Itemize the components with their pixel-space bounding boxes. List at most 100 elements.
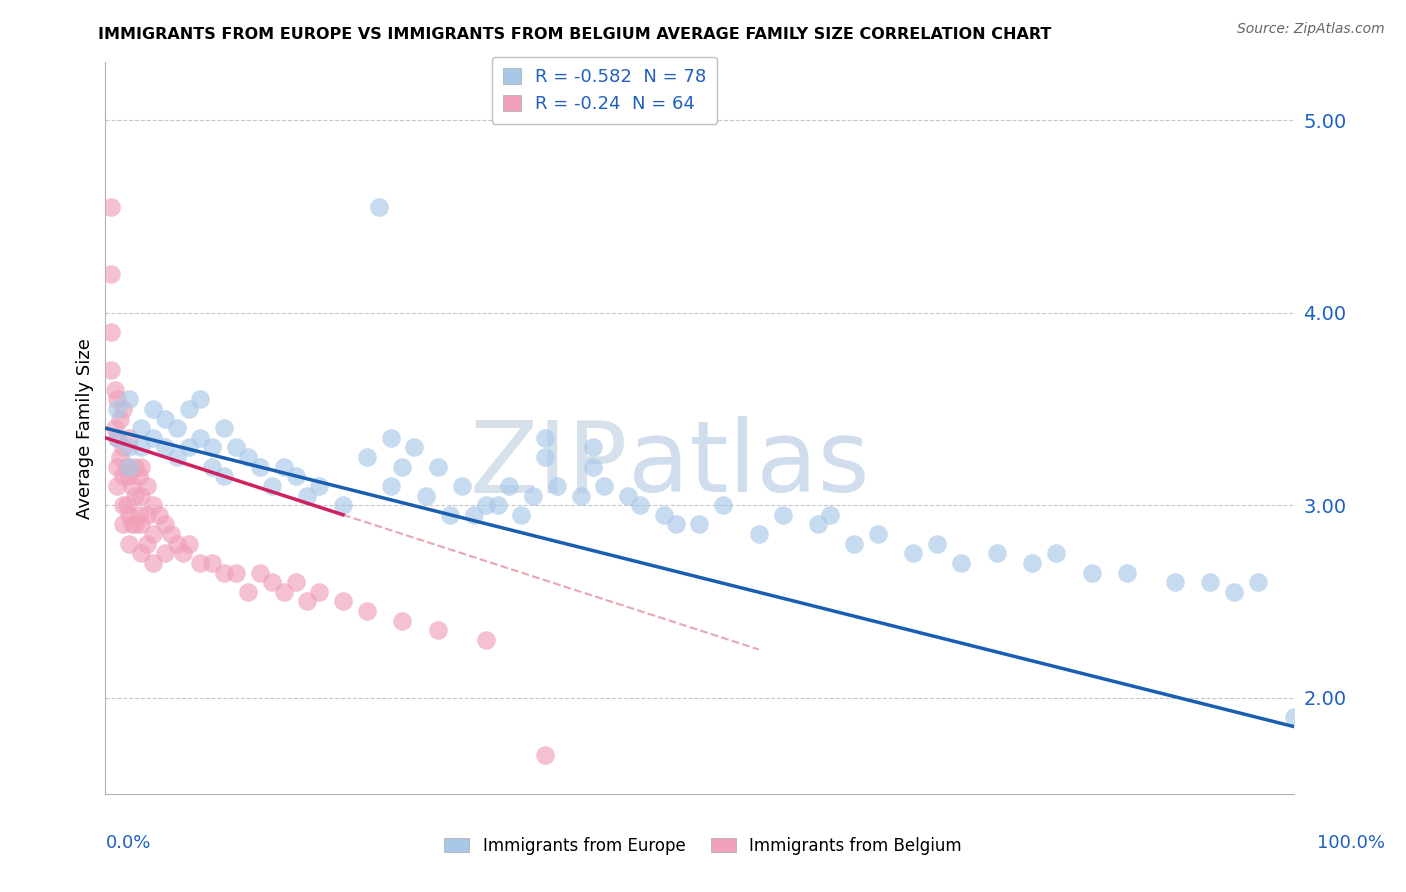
Point: [104, 421, 127, 435]
Point: [284, 575, 307, 590]
Point: [118, 536, 141, 550]
Point: [118, 469, 141, 483]
Point: [100, 363, 122, 377]
Point: [474, 632, 496, 647]
Point: [1199, 575, 1222, 590]
Point: [367, 200, 389, 214]
Point: [166, 536, 188, 550]
Point: [108, 411, 131, 425]
Point: [356, 450, 378, 464]
Point: [866, 527, 889, 541]
Point: [142, 401, 165, 416]
Point: [450, 479, 472, 493]
Point: [391, 459, 413, 474]
Point: [121, 517, 143, 532]
Point: [159, 527, 181, 541]
Point: [177, 441, 200, 455]
Point: [236, 584, 259, 599]
Point: [711, 498, 734, 512]
Point: [486, 498, 509, 512]
Point: [748, 527, 770, 541]
Point: [214, 469, 236, 483]
Point: [225, 566, 247, 580]
Point: [807, 517, 830, 532]
Point: [108, 450, 131, 464]
Point: [100, 267, 122, 281]
Point: [1080, 566, 1102, 580]
Point: [498, 479, 520, 493]
Point: [581, 459, 603, 474]
Point: [986, 546, 1008, 560]
Point: [190, 556, 212, 570]
Point: [201, 556, 224, 570]
Text: ZIP: ZIP: [470, 417, 628, 513]
Point: [510, 508, 533, 522]
Point: [903, 546, 925, 560]
Point: [297, 489, 319, 503]
Point: [172, 546, 194, 560]
Point: [129, 421, 152, 435]
Point: [772, 508, 794, 522]
Point: [112, 469, 135, 483]
Point: [427, 459, 450, 474]
Legend: R = -0.582  N = 78, R = -0.24  N = 64: R = -0.582 N = 78, R = -0.24 N = 64: [492, 57, 717, 124]
Point: [142, 498, 165, 512]
Point: [128, 469, 150, 483]
Point: [142, 431, 165, 445]
Text: 100.0%: 100.0%: [1317, 834, 1385, 852]
Point: [124, 489, 146, 503]
Point: [308, 479, 330, 493]
Point: [652, 508, 675, 522]
Point: [129, 441, 152, 455]
Point: [112, 498, 135, 512]
Point: [1164, 575, 1187, 590]
Point: [100, 325, 122, 339]
Point: [124, 517, 146, 532]
Point: [427, 624, 450, 638]
Point: [1116, 566, 1139, 580]
Point: [236, 450, 259, 464]
Point: [332, 594, 354, 608]
Point: [201, 459, 224, 474]
Point: [105, 431, 128, 445]
Point: [569, 489, 592, 503]
Point: [534, 431, 557, 445]
Point: [118, 392, 141, 407]
Point: [308, 584, 330, 599]
Point: [818, 508, 841, 522]
Point: [249, 566, 271, 580]
Point: [148, 508, 170, 522]
Point: [273, 584, 295, 599]
Point: [260, 575, 283, 590]
Point: [439, 508, 461, 522]
Point: [581, 441, 603, 455]
Point: [166, 421, 188, 435]
Point: [166, 450, 188, 464]
Text: Source: ZipAtlas.com: Source: ZipAtlas.com: [1237, 22, 1385, 37]
Point: [284, 469, 307, 483]
Point: [463, 508, 485, 522]
Point: [177, 536, 200, 550]
Point: [380, 479, 402, 493]
Point: [1247, 575, 1270, 590]
Point: [1282, 710, 1305, 724]
Point: [356, 604, 378, 618]
Point: [129, 546, 152, 560]
Point: [925, 536, 948, 550]
Point: [522, 489, 544, 503]
Point: [129, 489, 152, 503]
Point: [129, 517, 152, 532]
Point: [118, 431, 141, 445]
Point: [534, 450, 557, 464]
Point: [153, 546, 176, 560]
Point: [474, 498, 496, 512]
Point: [136, 479, 159, 493]
Point: [297, 594, 319, 608]
Point: [100, 200, 122, 214]
Point: [124, 459, 146, 474]
Point: [129, 459, 152, 474]
Point: [153, 441, 176, 455]
Point: [249, 459, 271, 474]
Point: [534, 748, 557, 763]
Point: [842, 536, 865, 550]
